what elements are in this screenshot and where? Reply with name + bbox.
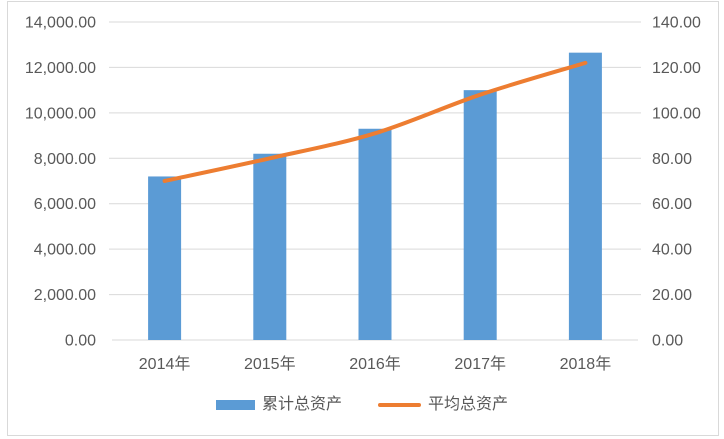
legend-item-cumulative: 累计总资产 — [215, 396, 342, 413]
right-axis-tick-label: 100.00 — [652, 105, 701, 122]
bar-2018年 — [568, 52, 602, 341]
legend: 累计总资产 平均总资产 — [0, 397, 724, 413]
legend-label-average: 平均总资产 — [428, 396, 509, 413]
average-line-series — [162, 60, 588, 183]
left-axis-tick-label: 2,000.00 — [34, 287, 96, 304]
bar-2014年 — [148, 176, 182, 340]
left-axis-tick-label: 12,000.00 — [25, 60, 96, 77]
line-series-swatch — [378, 403, 421, 407]
bar-2017年 — [463, 90, 497, 341]
bar-series-swatch — [215, 400, 255, 410]
left-axis-tick-label: 6,000.00 — [34, 196, 96, 213]
right-axis-tick-label: 80.00 — [652, 151, 692, 168]
left-axis-tick-label: 14,000.00 — [25, 15, 96, 32]
x-axis-category-label: 2015年 — [244, 355, 296, 373]
legend-item-average: 平均总资产 — [378, 397, 508, 413]
bar-2016年 — [358, 128, 392, 340]
x-axis-category-label: 2016年 — [349, 355, 401, 373]
right-axis-tick-label: 40.00 — [652, 242, 692, 259]
right-axis-tick-label: 60.00 — [652, 196, 692, 213]
right-axis-tick-label: 140.00 — [652, 15, 701, 32]
right-axis-tick-label: 120.00 — [652, 60, 701, 77]
legend-label-cumulative: 累计总资产 — [261, 396, 342, 413]
x-axis-category-label: 2017年 — [454, 355, 506, 373]
left-axis-tick-label: 10,000.00 — [25, 105, 96, 122]
bar-2015年 — [253, 153, 287, 340]
right-axis-tick-label: 20.00 — [652, 287, 692, 304]
left-axis-tick-label: 0.00 — [65, 333, 96, 350]
x-axis-category-label: 2014年 — [139, 355, 191, 373]
left-axis-tick-label: 8,000.00 — [34, 151, 96, 168]
x-axis-category-label: 2018年 — [560, 355, 612, 373]
right-axis-tick-label: 0.00 — [652, 333, 683, 350]
left-axis-tick-label: 4,000.00 — [34, 242, 96, 259]
